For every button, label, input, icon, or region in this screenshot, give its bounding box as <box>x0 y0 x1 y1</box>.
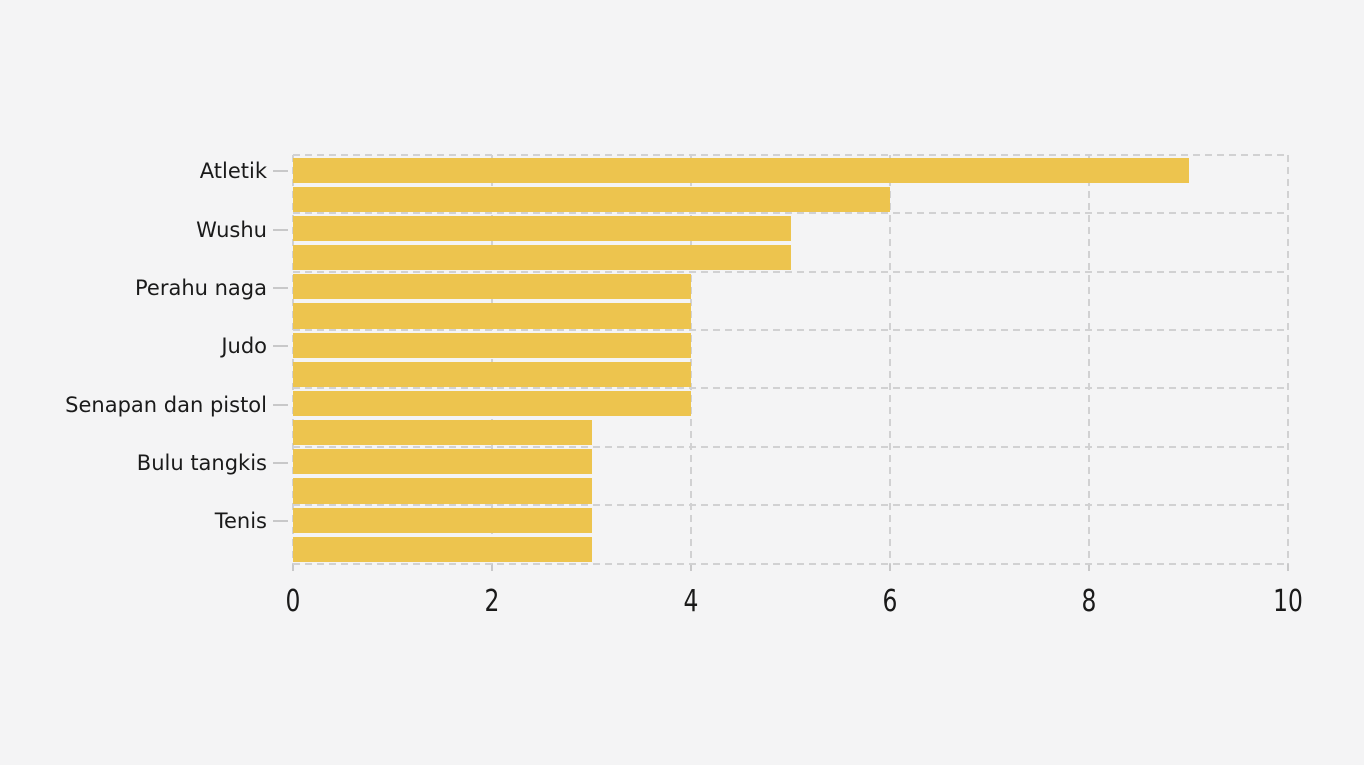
x-axis-tick-mark <box>1287 563 1289 571</box>
horizontal-bar <box>293 391 691 417</box>
horizontal-bar <box>293 536 592 562</box>
category-gridline <box>293 154 1288 156</box>
category-gridline <box>293 212 1288 215</box>
x-axis-tick-mark <box>292 563 294 571</box>
x-gridline <box>1088 155 1090 564</box>
x-axis-tick-label: 2 <box>484 584 500 619</box>
x-axis-tick-label: 0 <box>285 584 301 619</box>
x-axis-tick-label: 6 <box>882 584 898 619</box>
category-label: Senapan dan pistol <box>65 392 267 417</box>
x-axis-tick-mark <box>690 563 692 571</box>
category-gridline <box>293 504 1288 507</box>
category-label: Tenis <box>214 509 267 534</box>
horizontal-bar <box>293 245 791 271</box>
category-label: Atletik <box>199 159 267 184</box>
horizontal-bar <box>293 449 592 475</box>
horizontal-bar <box>293 332 691 358</box>
horizontal-bar <box>293 507 592 533</box>
x-axis-tick-label: 8 <box>1081 584 1097 619</box>
x-gridline <box>292 155 294 564</box>
y-axis-tick-mark <box>273 228 288 231</box>
category-gridline <box>293 445 1288 448</box>
x-axis-tick-label: 4 <box>683 584 699 619</box>
horizontal-bar <box>293 420 592 446</box>
x-gridline <box>491 155 493 564</box>
horizontal-bar <box>293 303 691 329</box>
category-gridline <box>293 270 1288 273</box>
x-axis-tick-label: 10 <box>1273 584 1303 619</box>
horizontal-bar <box>293 186 890 212</box>
category-label: Perahu naga <box>134 275 267 300</box>
x-axis-tick-mark <box>1088 563 1090 571</box>
horizontal-bar <box>293 478 592 504</box>
x-axis-tick-mark <box>889 563 891 571</box>
y-axis-tick-mark <box>273 461 288 464</box>
y-axis-tick-mark <box>273 286 288 289</box>
category-label: Bulu tangkis <box>136 450 267 475</box>
category-label: Wushu <box>196 217 267 242</box>
category-gridline <box>293 329 1288 332</box>
y-axis-tick-mark <box>273 345 288 348</box>
y-axis-tick-mark <box>273 170 288 173</box>
x-axis-tick-mark <box>491 563 493 571</box>
category-gridline <box>293 562 1288 565</box>
horizontal-bar <box>293 361 691 387</box>
horizontal-bar <box>293 215 791 242</box>
x-gridline <box>690 155 692 564</box>
y-axis-tick-mark <box>273 403 288 406</box>
horizontal-bar <box>293 274 691 300</box>
category-gridline <box>293 387 1288 390</box>
horizontal-bar <box>293 157 1189 183</box>
y-axis-tick-mark <box>273 520 288 523</box>
x-gridline <box>889 155 891 564</box>
category-label: Judo <box>221 334 267 359</box>
x-gridline <box>1287 155 1289 564</box>
